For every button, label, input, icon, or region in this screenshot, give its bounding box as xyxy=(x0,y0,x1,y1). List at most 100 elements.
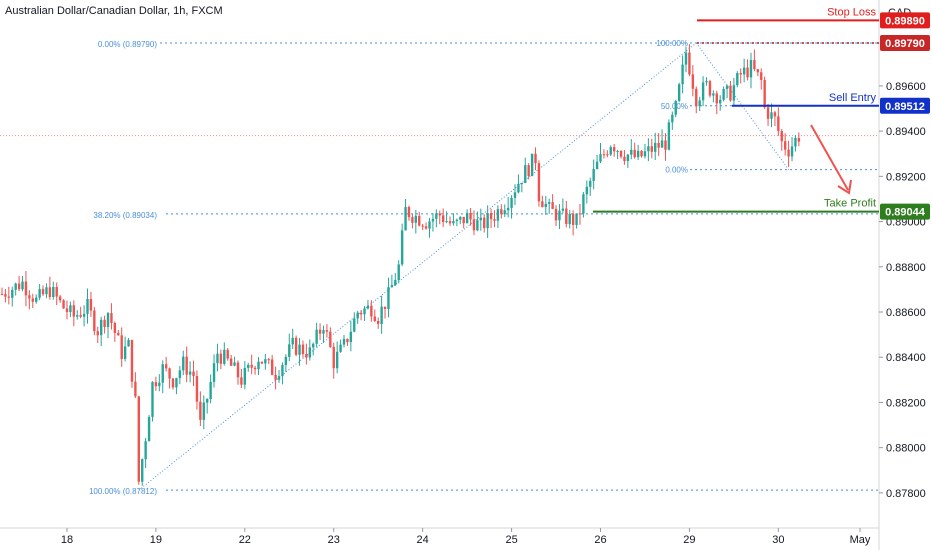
candle-body xyxy=(483,217,486,229)
candle-body xyxy=(472,219,476,231)
candle-body xyxy=(318,329,322,334)
candle-body xyxy=(664,140,667,150)
candle-body xyxy=(595,161,599,169)
candle-body xyxy=(93,310,96,332)
y-tick-label: 0.89200 xyxy=(886,171,926,183)
candle-body xyxy=(589,180,592,187)
x-tick-label: 23 xyxy=(328,534,340,546)
projection-arrow-shaft xyxy=(810,124,849,191)
candle-body xyxy=(794,137,797,147)
candle-body xyxy=(773,112,777,117)
candle-body xyxy=(335,351,339,369)
candle-body xyxy=(510,197,513,208)
candle-body xyxy=(329,331,332,347)
chart-title: Australian Dollar/Canadian Dollar, 1h, F… xyxy=(5,5,223,17)
candle-body xyxy=(24,281,28,296)
candle-body xyxy=(171,378,175,388)
candle-body xyxy=(130,339,134,382)
candle-body xyxy=(168,368,171,379)
candle-body xyxy=(606,154,609,156)
candle-body xyxy=(387,287,390,309)
candle-body xyxy=(739,73,742,75)
candle-body xyxy=(780,131,783,142)
y-tick-label: 0.88000 xyxy=(886,443,926,455)
candle-body xyxy=(476,220,479,231)
candle-body xyxy=(291,337,294,345)
candle-body xyxy=(705,81,708,83)
candle-body xyxy=(677,84,681,101)
candle-body xyxy=(753,60,756,70)
candle-body xyxy=(17,283,21,290)
candle-body xyxy=(226,349,229,359)
candle-body xyxy=(192,371,195,377)
candle-body xyxy=(496,209,500,221)
candle-body xyxy=(790,146,794,157)
candle-body xyxy=(62,300,65,309)
candle-body xyxy=(21,281,24,290)
candle-body xyxy=(0,293,4,295)
candle-body xyxy=(349,331,353,343)
candle-body xyxy=(260,361,264,364)
candle-body xyxy=(356,312,359,319)
candle-body xyxy=(643,151,647,157)
candle-body xyxy=(763,79,766,108)
fib-r50-label: 50.00% xyxy=(661,102,688,111)
sell-entry-label: Sell Entry xyxy=(829,92,877,104)
candle-body xyxy=(185,356,188,375)
candle-body xyxy=(277,376,281,380)
candle-body xyxy=(558,210,561,221)
candle-body xyxy=(264,359,267,364)
candle-body xyxy=(760,72,763,80)
candle-body xyxy=(308,347,311,358)
candle-body xyxy=(312,343,315,348)
x-tick-label: 25 xyxy=(505,534,517,546)
candle-body xyxy=(305,354,308,358)
candle-body xyxy=(377,320,380,324)
y-tick-label: 0.88800 xyxy=(886,262,926,274)
candle-body xyxy=(452,221,455,224)
candle-body xyxy=(537,163,541,202)
candle-body xyxy=(633,149,636,158)
candle-body xyxy=(582,194,585,214)
stop-loss-price-tag: 0.89890 xyxy=(885,15,925,27)
candle-body xyxy=(41,289,45,295)
sell-entry-price-tag: 0.89512 xyxy=(885,101,925,113)
candle-body xyxy=(359,312,363,315)
candle-body xyxy=(575,213,578,225)
y-tick-label: 0.89400 xyxy=(886,126,926,138)
candle-body xyxy=(650,146,653,152)
candle-body xyxy=(435,213,438,219)
candle-body xyxy=(96,331,99,336)
candle-body xyxy=(383,306,387,309)
candle-body xyxy=(725,85,729,89)
candle-body xyxy=(671,114,674,123)
candle-body xyxy=(206,398,209,403)
candle-body xyxy=(158,382,161,387)
candle-body xyxy=(609,147,612,155)
candle-body xyxy=(195,376,199,402)
candle-body xyxy=(294,337,298,355)
candle-body xyxy=(325,330,329,332)
candle-body xyxy=(202,402,205,420)
candle-body xyxy=(445,221,448,223)
candle-body xyxy=(117,332,120,336)
x-tick-label: 22 xyxy=(239,534,251,546)
candle-body xyxy=(732,85,736,101)
candle-body xyxy=(288,344,291,357)
y-tick-label: 0.88200 xyxy=(886,397,926,409)
candle-body xyxy=(79,315,82,317)
candle-body xyxy=(722,88,725,100)
candle-body xyxy=(640,150,643,157)
candle-body xyxy=(58,296,62,301)
candle-body xyxy=(346,338,349,343)
candle-body xyxy=(691,74,695,89)
candle-body xyxy=(353,318,356,332)
candle-body xyxy=(209,381,212,399)
candle-body xyxy=(400,230,404,265)
candle-body xyxy=(797,137,801,142)
candle-body xyxy=(503,210,506,215)
candle-body xyxy=(134,381,137,397)
candle-body xyxy=(48,287,52,297)
candle-body xyxy=(99,319,103,336)
